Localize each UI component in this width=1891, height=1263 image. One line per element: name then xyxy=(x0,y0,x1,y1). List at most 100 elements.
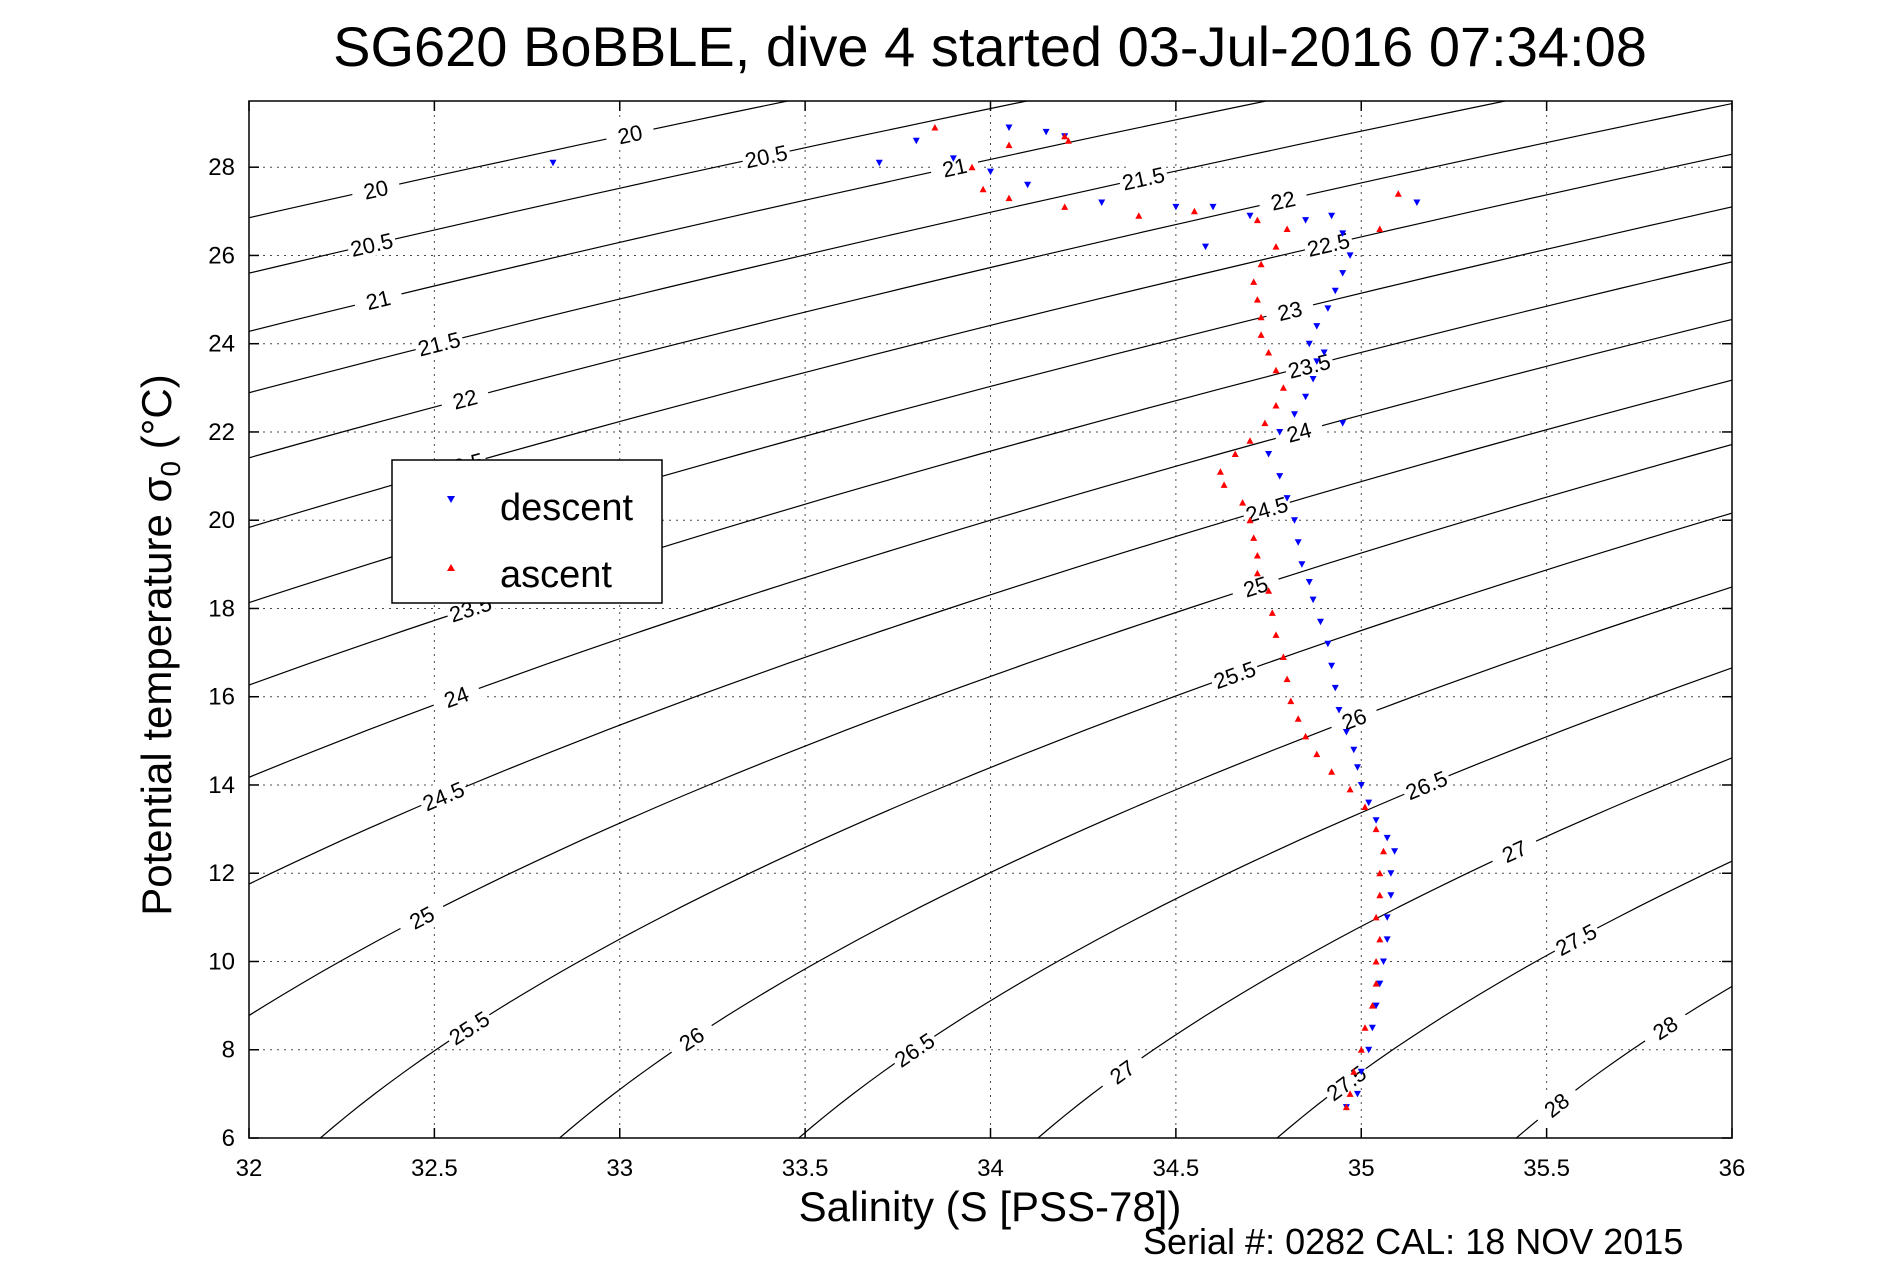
ascent-point xyxy=(1135,212,1142,219)
y-tick-label: 14 xyxy=(208,772,235,799)
x-tick-label: 33 xyxy=(606,1155,633,1182)
x-tick-label: 36 xyxy=(1719,1155,1746,1182)
density-contour-line xyxy=(0,35,1891,1227)
descent-point xyxy=(1339,420,1346,427)
descent-point xyxy=(1324,641,1331,648)
ascent-point xyxy=(1247,437,1254,444)
calibration-note: Serial #: 0282 CAL: 18 NOV 2015 xyxy=(1143,1221,1683,1263)
descent-point xyxy=(1098,200,1105,207)
density-contour-line xyxy=(0,35,1891,1227)
descent-point xyxy=(1391,848,1398,855)
descent-point xyxy=(1295,539,1302,546)
descent-point xyxy=(1384,835,1391,842)
ascent-point xyxy=(1250,278,1257,285)
descent-point xyxy=(1306,579,1313,586)
ascent-point xyxy=(1287,698,1294,705)
ascent-point xyxy=(1258,331,1265,338)
descent-point xyxy=(1006,125,1013,132)
ascent-point xyxy=(1261,420,1268,427)
ascent-point xyxy=(1280,384,1287,391)
density-contour-line xyxy=(1428,35,1891,1227)
descent-point xyxy=(1172,204,1179,211)
descent-point xyxy=(1313,323,1320,330)
descent-point xyxy=(1369,1025,1376,1032)
density-contour-line xyxy=(0,35,1891,1227)
density-contour-line xyxy=(232,35,1891,1227)
x-tick-label: 34 xyxy=(977,1155,1004,1182)
y-axis-label-subscript: 0 xyxy=(155,461,186,477)
contour-label: 24.5 xyxy=(419,777,468,817)
ascent-point xyxy=(1254,217,1261,224)
ascent-point xyxy=(1273,631,1280,638)
ascent-point xyxy=(1273,243,1280,250)
descent-point xyxy=(1384,914,1391,921)
contour-label: 23.5 xyxy=(1285,349,1333,384)
descent-point xyxy=(1310,376,1317,383)
y-tick-label: 16 xyxy=(208,684,235,711)
descent-point xyxy=(1302,394,1309,401)
density-contour-line xyxy=(0,35,1891,1227)
ascent-point xyxy=(931,124,938,131)
descent-point xyxy=(1380,959,1387,966)
ascent-point xyxy=(1295,715,1302,722)
x-tick-label: 32.5 xyxy=(411,1155,458,1182)
descent-point xyxy=(1024,182,1031,189)
contour-label: 20.5 xyxy=(348,228,395,262)
density-contour-line xyxy=(0,35,1891,1227)
y-tick-label: 8 xyxy=(222,1037,235,1064)
descent-point xyxy=(913,138,920,145)
data-points xyxy=(550,124,1421,1111)
density-contour-line xyxy=(0,35,1593,1227)
ascent-point xyxy=(1061,203,1068,210)
density-contour-line xyxy=(950,35,1891,1227)
descent-point xyxy=(1310,597,1317,604)
y-axis-label-main: Potential temperature σ xyxy=(133,477,180,916)
ascent-point xyxy=(1221,481,1228,488)
ascent-point xyxy=(1265,349,1272,356)
x-tick-label: 32 xyxy=(236,1155,263,1182)
descent-point xyxy=(550,160,557,167)
descent-point xyxy=(1384,936,1391,943)
descent-point xyxy=(1276,473,1283,480)
density-contour-line xyxy=(0,35,1891,1227)
descent-point xyxy=(1328,213,1335,220)
ascent-point xyxy=(1376,892,1383,899)
contour-label: 21.5 xyxy=(415,327,463,362)
ascent-point xyxy=(1254,296,1261,303)
density-contour-line xyxy=(1189,35,1891,1227)
descent-point xyxy=(1328,663,1335,670)
descent-point xyxy=(1210,204,1217,211)
ascent-point xyxy=(1362,804,1369,811)
y-tick-label: 10 xyxy=(208,948,235,975)
descent-point xyxy=(1291,411,1298,418)
ascent-point xyxy=(1254,552,1261,559)
descent-point xyxy=(1302,217,1309,224)
descent-point xyxy=(1332,685,1339,692)
contour-label: 25.5 xyxy=(1210,656,1259,694)
contour-label: 20 xyxy=(615,120,644,150)
density-contour-line xyxy=(711,35,1891,1227)
descent-point xyxy=(1350,747,1357,754)
descent-point xyxy=(1365,1047,1372,1054)
x-tick-label: 33.5 xyxy=(782,1155,829,1182)
descent-point xyxy=(1324,305,1331,312)
ascent-point xyxy=(1273,402,1280,409)
ascent-point xyxy=(1250,534,1257,541)
contour-label: 26.5 xyxy=(1402,766,1451,805)
legend-descent-label: descent xyxy=(500,487,634,529)
ascent-point xyxy=(1284,676,1291,683)
contour-label: 20.5 xyxy=(743,140,790,173)
contour-label: 22.5 xyxy=(1305,228,1352,262)
density-contour-labels: 202020.520.5212121.521.5222222.522.52323… xyxy=(345,115,1692,1129)
ascent-point xyxy=(1373,826,1380,833)
ascent-point xyxy=(1258,261,1265,268)
y-tick-label: 24 xyxy=(208,331,235,358)
ascent-point xyxy=(1313,751,1320,758)
descent-point xyxy=(1043,129,1050,136)
descent-point xyxy=(1298,561,1305,568)
x-tick-label: 35 xyxy=(1348,1155,1375,1182)
y-tick-label: 22 xyxy=(208,419,235,446)
descent-point xyxy=(1365,800,1372,807)
